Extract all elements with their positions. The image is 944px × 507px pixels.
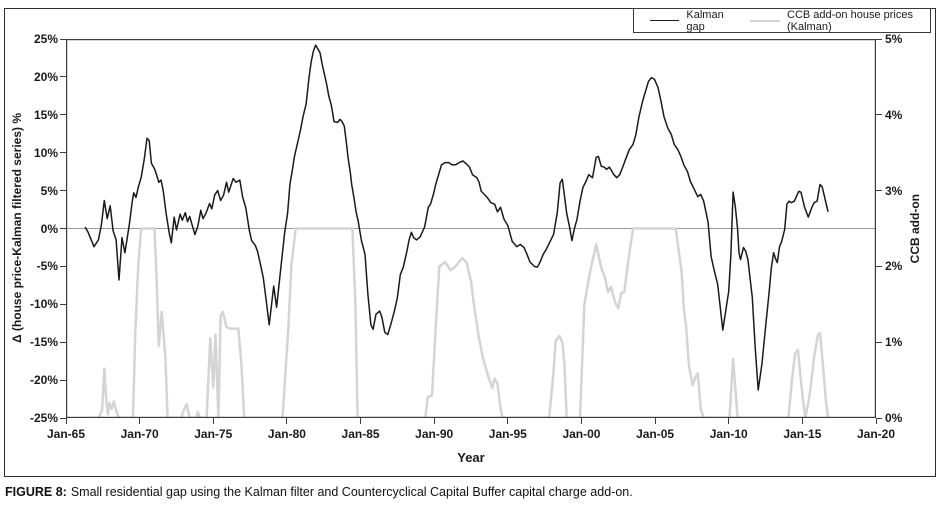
left-tick-label: 25% — [33, 32, 58, 46]
left-tick-mark — [60, 265, 66, 267]
right-tick-mark — [876, 417, 882, 419]
left-tick-label: 15% — [33, 107, 58, 122]
x-tick-label: Jan-20 — [856, 427, 896, 441]
legend: Kalman gap CCB add-on house prices (Kalm… — [633, 8, 931, 33]
left-tick-mark — [60, 228, 66, 229]
legend-label: CCB add-on house prices (Kalman) — [787, 8, 913, 33]
x-tick-mark — [360, 418, 362, 424]
right-axis-title: CCB add-on — [902, 39, 928, 418]
right-tick-label: 1% — [885, 335, 903, 350]
x-tick-mark — [875, 418, 877, 424]
plot-area — [66, 39, 876, 418]
figure-caption: FIGURE 8: Small residential gap using the… — [5, 485, 935, 499]
left-tick-mark — [60, 303, 66, 305]
x-tick-label: Jan-95 — [488, 427, 527, 441]
left-tick-label: -25% — [29, 411, 58, 425]
x-tick-mark — [65, 418, 67, 424]
x-axis-title: Year — [457, 450, 485, 465]
figure-caption-label: FIGURE 8: — [5, 485, 67, 499]
left-tick-label: 5% — [40, 183, 58, 198]
left-tick-mark — [60, 190, 66, 192]
ccb-addon-line — [85, 227, 830, 418]
right-tick-mark — [876, 190, 882, 192]
x-tick-mark — [433, 418, 435, 424]
left-tick-mark — [60, 152, 66, 154]
left-tick-mark — [60, 114, 66, 116]
x-tick-mark — [286, 418, 288, 424]
legend-label: Kalman gap — [686, 8, 724, 33]
right-tick-label: 4% — [885, 107, 903, 122]
right-tick-label: 3% — [885, 183, 903, 198]
right-tick-mark — [876, 265, 882, 267]
kalman-gap-line — [84, 44, 829, 391]
right-tick-mark — [876, 114, 882, 116]
x-tick-mark — [728, 418, 730, 424]
left-tick-mark — [60, 379, 66, 381]
left-tick-mark — [60, 76, 66, 78]
x-tick-label: Jan-85 — [341, 427, 380, 441]
x-tick-label: Jan-75 — [194, 427, 233, 441]
x-tick-label: Jan-70 — [120, 427, 159, 441]
ccb-addon-line-swatch — [750, 19, 780, 22]
x-tick-mark — [580, 418, 582, 424]
x-tick-label: Jan-10 — [709, 427, 748, 441]
x-tick-mark — [654, 418, 656, 424]
right-tick-label: 5% — [885, 32, 903, 46]
x-tick-label: Jan-00 — [562, 427, 601, 441]
right-tick-mark — [876, 38, 882, 40]
left-tick-label: 20% — [33, 69, 58, 84]
x-tick-label: Jan-05 — [636, 427, 675, 441]
right-tick-label: 2% — [885, 259, 903, 274]
x-tick-label: Jan-80 — [267, 427, 306, 441]
x-tick-label: Jan-65 — [46, 427, 86, 441]
right-tick-mark — [876, 341, 882, 343]
x-tick-label: Jan-90 — [415, 427, 454, 441]
x-tick-mark — [801, 418, 803, 424]
legend-item-kalman-gap: Kalman gap — [650, 9, 734, 33]
figure-caption-text: Small residential gap using the Kalman f… — [70, 485, 633, 499]
left-tick-label: -20% — [29, 373, 58, 388]
left-tick-label: 10% — [33, 145, 58, 160]
plot-frame — [66, 39, 876, 418]
left-tick-label: -15% — [29, 335, 58, 350]
x-tick-mark — [212, 418, 214, 424]
right-tick-label: 0% — [885, 411, 903, 425]
legend-item-ccb-addon: CCB add-on house prices (Kalman) — [750, 9, 930, 33]
left-tick-mark — [60, 417, 66, 419]
x-tick-mark — [507, 418, 509, 424]
left-tick-mark — [60, 341, 66, 343]
x-tick-mark — [139, 418, 141, 424]
left-tick-label: -5% — [36, 259, 58, 274]
kalman-gap-line-swatch — [650, 20, 680, 21]
right-axis-title-text: CCB add-on — [908, 193, 922, 264]
left-tick-label: -10% — [29, 297, 58, 312]
left-tick-mark — [60, 38, 66, 40]
left-tick-label: 0% — [40, 221, 58, 236]
x-tick-label: Jan-15 — [783, 427, 822, 441]
